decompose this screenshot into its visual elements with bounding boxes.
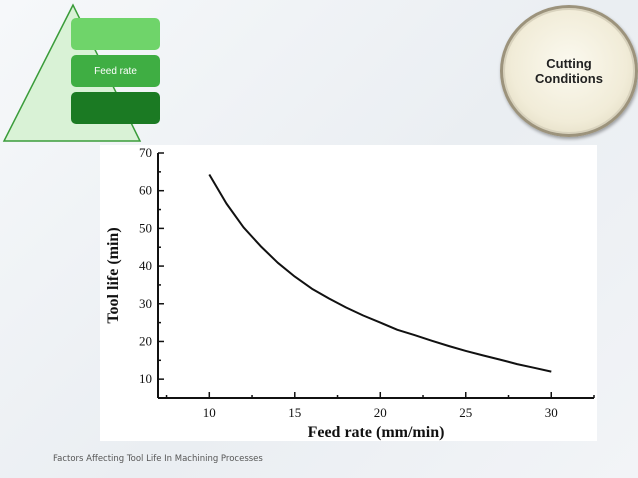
y-tick-label: 30 — [139, 296, 152, 311]
y-tick-label: 70 — [139, 145, 152, 160]
y-axis-title: Tool life (min) — [105, 227, 122, 323]
cutting-conditions-badge: Cutting Conditions — [500, 5, 638, 137]
stack-box-top — [71, 18, 160, 50]
stack-middle-label: Feed rate — [94, 65, 137, 77]
y-tick-label: 20 — [139, 333, 152, 348]
stack-box-feed-rate: Feed rate — [71, 55, 160, 87]
x-axis-title: Feed rate (mm/min) — [308, 424, 445, 441]
x-tick-label: 10 — [203, 405, 216, 420]
footer-text: Factors Affecting Tool Life In Machining… — [53, 454, 263, 464]
x-tick-label: 25 — [459, 405, 472, 420]
y-tick-label: 50 — [139, 220, 152, 235]
tool-life-chart: 10 20 30 40 50 60 70 10 15 20 25 30 Feed rate (mm/mi… — [105, 145, 595, 441]
x-tick-label: 30 — [545, 405, 558, 420]
x-tick-label: 20 — [374, 405, 387, 420]
badge-label: Cutting Conditions — [535, 56, 603, 86]
y-tick-label: 10 — [139, 371, 152, 386]
x-tick-label: 15 — [288, 405, 301, 420]
chart-panel: 10 20 30 40 50 60 70 10 15 20 25 30 Feed rate (mm/mi… — [100, 145, 597, 441]
stack-box-bottom — [71, 92, 160, 124]
y-tick-label: 40 — [139, 258, 152, 273]
y-tick-label: 60 — [139, 183, 152, 198]
tool-life-curve — [208, 173, 552, 373]
